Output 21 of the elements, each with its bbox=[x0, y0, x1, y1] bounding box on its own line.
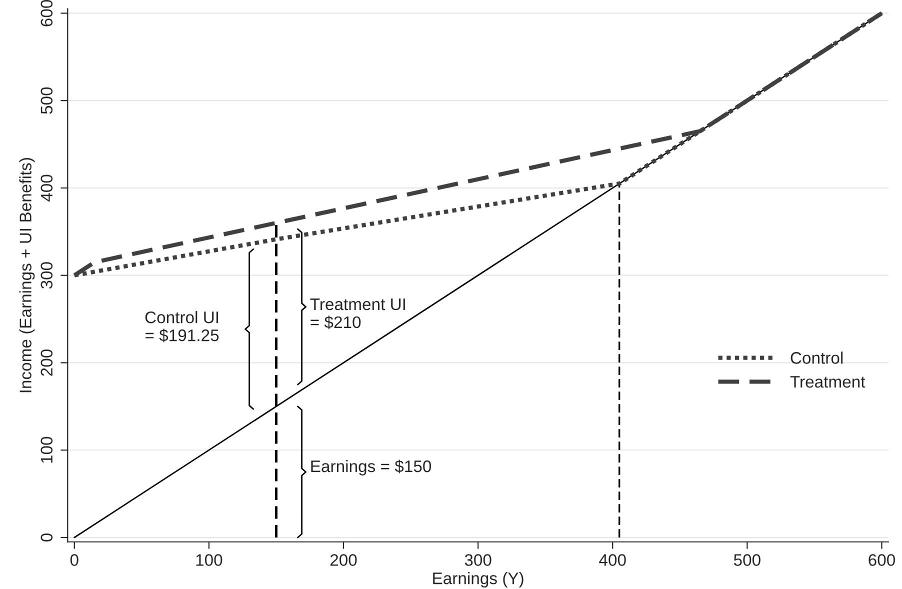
annotation: Treatment UI = $210 bbox=[310, 298, 405, 330]
legend-label: Treatment bbox=[790, 376, 866, 388]
y-tick-label: 400 bbox=[40, 174, 53, 202]
x-tick-label: 0 bbox=[70, 554, 78, 566]
x-tick-label: 500 bbox=[734, 554, 760, 566]
y-tick-label: 500 bbox=[40, 87, 53, 114]
y-tick-label: 0 bbox=[40, 534, 53, 542]
y-tick-label: 100 bbox=[40, 436, 53, 463]
y-tick-label: 200 bbox=[40, 349, 53, 376]
annotation: Earnings = $150 bbox=[311, 460, 432, 476]
x-tick-label: 400 bbox=[599, 554, 626, 566]
annotation: Control UI = $191.25 bbox=[145, 311, 219, 342]
legend-label: Control bbox=[790, 352, 843, 364]
x-tick-label: 300 bbox=[464, 554, 492, 566]
y-tick-label: 600 bbox=[40, 0, 53, 26]
x-tick-label: 600 bbox=[868, 554, 895, 566]
x-tick-label: 200 bbox=[330, 554, 357, 566]
x-tick-label: 100 bbox=[196, 554, 222, 566]
y-tick-label: 300 bbox=[40, 262, 53, 289]
y-axis-title: Income (Earnings + UI Benefits) bbox=[19, 158, 35, 392]
x-axis-title: Earnings (Y) bbox=[433, 572, 524, 588]
